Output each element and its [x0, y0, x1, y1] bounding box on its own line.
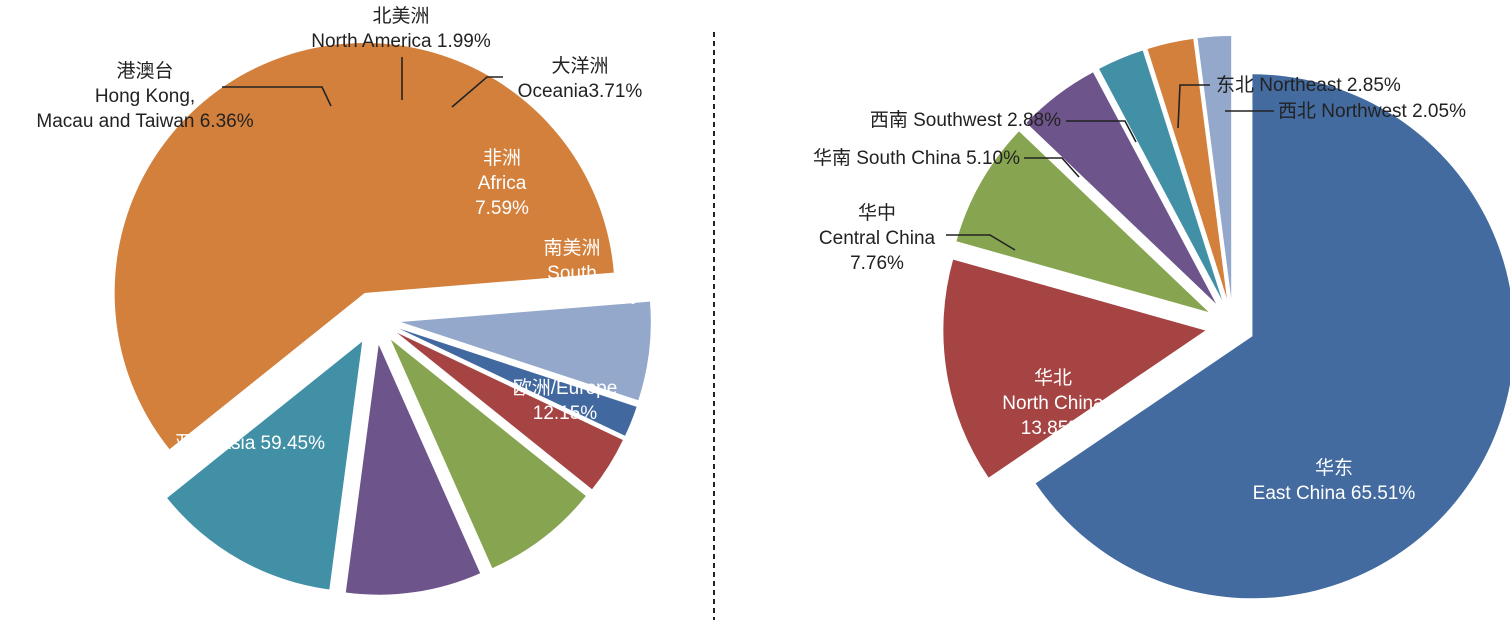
- pie-slice-oceania: [397, 332, 623, 490]
- leader-line-northeast: [1177, 84, 1210, 129]
- data-label-southwest: 西南 Southwest 2.88%: [870, 109, 1061, 131]
- pie-slice-south-china: [1026, 72, 1217, 304]
- data-label-line-asia-0: 亚洲/Asia 59.45%: [175, 433, 325, 454]
- data-label-line-southwest-0: 西南 Southwest 2.88%: [870, 109, 1061, 131]
- pie-slice-south-america: [345, 344, 481, 595]
- pie-slice-southwest: [1099, 50, 1223, 301]
- leader-line-oceania: [451, 76, 503, 108]
- leader-line-central-china: [946, 234, 1016, 251]
- data-label-line-north-china-0: 华北: [1034, 367, 1072, 389]
- data-label-east-china: 华东 East China 65.51%: [1253, 457, 1416, 504]
- data-label-line-north-america-0: 北美洲: [372, 5, 429, 27]
- data-label-line-africa-1: Africa: [478, 173, 527, 194]
- data-label-line-south-america-2: America 8.75%: [508, 288, 637, 309]
- data-label-line-oceania-0: 大洋洲: [551, 55, 608, 77]
- pie-slice-east-china: [1035, 74, 1510, 599]
- data-label-line-africa-0: 非洲: [483, 147, 521, 169]
- pie-slice-central-china: [956, 131, 1209, 313]
- data-label-line-east-china-0: 华东: [1315, 457, 1353, 479]
- data-label-north-china: 华北 North China 13.85%: [1002, 367, 1104, 439]
- data-label-line-south-america-0: 南美洲: [543, 237, 600, 259]
- pie-slice-europe: [167, 341, 363, 590]
- data-label-line-north-china-2: 13.85%: [1021, 418, 1086, 439]
- leader-line-southwest: [1066, 120, 1137, 143]
- data-label-line-hong-kong-macau-and-taiwan-0: 港澳台: [116, 60, 173, 82]
- data-label-europe: 欧洲/Europe 12.15%: [513, 377, 618, 424]
- pie-slice-northeast: [1147, 38, 1227, 299]
- data-label-south-america: 南美洲 South America 8.75%: [508, 237, 637, 309]
- pie-slice-hong-kong-macau-and-taiwan: [400, 301, 651, 401]
- leader-line-hong-kong-macau-and-taiwan: [222, 86, 332, 107]
- data-label-line-central-china-1: Central China: [819, 228, 936, 249]
- pie-slice-north-china: [943, 259, 1206, 478]
- data-label-line-hong-kong-macau-and-taiwan-2: Macau and Taiwan 6.36%: [36, 111, 253, 132]
- data-label-line-south-america-1: South: [547, 263, 597, 284]
- china-region-distribution-pie-chart: 华东 East China 65.51% 华北 North China 13.85% 华中…: [813, 36, 1510, 599]
- pie-slice-africa: [390, 339, 586, 569]
- data-label-south-china: 华南 South China 5.10%: [813, 147, 1020, 169]
- leader-line-south-china: [1024, 157, 1080, 178]
- data-label-line-northeast-0: 东北 Northeast 2.85%: [1216, 74, 1401, 96]
- pie-slice-northwest: [1197, 36, 1232, 299]
- data-label-oceania: 大洋洲 Oceania3.71%: [518, 55, 643, 102]
- data-label-line-north-china-1: North China: [1002, 393, 1104, 414]
- data-label-line-hong-kong-macau-and-taiwan-1: Hong Kong,: [95, 86, 195, 107]
- data-label-line-east-china-1: East China 65.51%: [1253, 483, 1416, 504]
- data-label-line-north-america-1: North America 1.99%: [311, 31, 491, 52]
- data-label-northwest: 西北 Northwest 2.05%: [1278, 100, 1466, 122]
- data-label-north-america: 北美洲 North America 1.99%: [311, 5, 491, 52]
- pie-slice-asia: [114, 42, 614, 450]
- data-label-asia: 亚洲/Asia 59.45%: [175, 433, 325, 454]
- data-label-northeast: 东北 Northeast 2.85%: [1216, 74, 1401, 96]
- data-label-line-europe-1: 12.15%: [533, 403, 598, 424]
- world-distribution-pie-chart: 亚洲/Asia 59.45% 港澳台 Hong Kong, Macau and Tai…: [36, 5, 651, 595]
- data-label-line-europe-0: 欧洲/Europe: [513, 377, 618, 399]
- data-label-line-south-china-0: 华南 South China 5.10%: [813, 147, 1020, 169]
- data-label-line-northwest-0: 西北 Northwest 2.05%: [1278, 100, 1466, 122]
- data-label-line-central-china-2: 7.76%: [850, 253, 904, 274]
- data-label-line-africa-2: 7.59%: [475, 198, 529, 219]
- data-label-line-central-china-0: 华中: [858, 202, 896, 224]
- data-label-africa: 非洲 Africa 7.59%: [475, 147, 529, 219]
- pie-slice-north-america: [399, 328, 637, 436]
- data-label-hong-kong-macau-and-taiwan: 港澳台 Hong Kong, Macau and Taiwan 6.36%: [36, 60, 253, 132]
- data-label-line-oceania-1: Oceania3.71%: [518, 81, 643, 102]
- data-label-central-china: 华中 Central China 7.76%: [819, 202, 936, 274]
